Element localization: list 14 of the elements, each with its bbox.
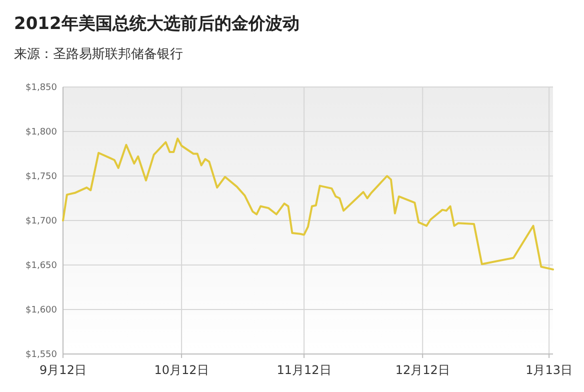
chart-subtitle: 来源：圣路易斯联邦储备银行 [14, 47, 183, 62]
y-tick-label: $1,750 [26, 172, 58, 182]
y-tick-label: $1,700 [26, 216, 58, 226]
y-tick-label: $1,550 [26, 350, 58, 360]
x-tick-label: 1月13日 [526, 363, 572, 377]
y-tick-label: $1,600 [26, 306, 58, 316]
y-tick-label: $1,850 [26, 83, 58, 93]
x-tick-label: 9月12日 [40, 363, 86, 377]
y-tick-label: $1,650 [26, 261, 58, 271]
x-tick-label: 10月12日 [154, 363, 209, 377]
x-tick-label: 11月12日 [276, 363, 332, 377]
y-tick-label: $1,800 [26, 128, 58, 138]
chart-title: 2012年美国总统大选前后的金价波动 [14, 14, 300, 34]
x-tick-label: 12月12日 [395, 363, 450, 377]
